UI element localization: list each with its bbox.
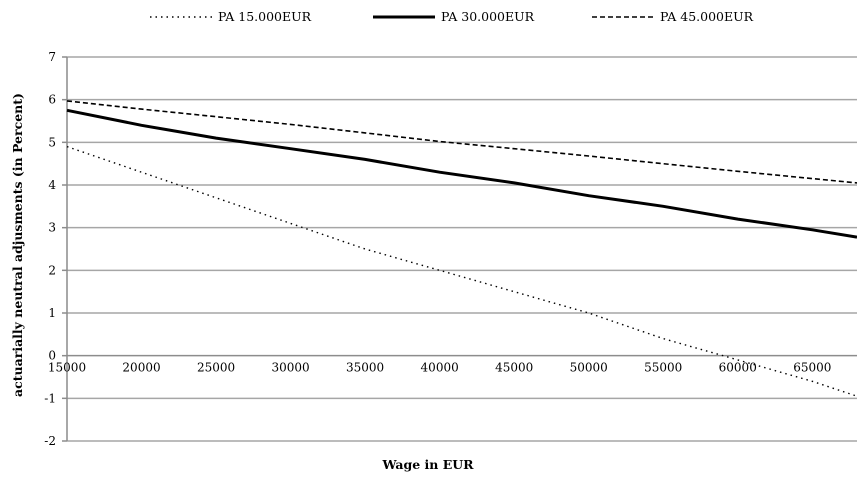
y-tick-label: 4 bbox=[48, 178, 56, 192]
series-line-dotted bbox=[66, 145, 857, 397]
y-axis-title: actuarially neutral adjusments (in Perce… bbox=[10, 93, 25, 397]
x-tick-label: 40000 bbox=[421, 361, 459, 375]
y-tick-label: 6 bbox=[48, 93, 56, 107]
series-line-dashed bbox=[66, 100, 857, 184]
legend: PA 15.000EUR PA 30.000EUR PA 45.000EUR bbox=[150, 9, 754, 24]
y-tick-label: 5 bbox=[48, 135, 56, 149]
y-tick-label: 0 bbox=[48, 349, 56, 363]
x-tick-label: 60000 bbox=[719, 361, 757, 375]
tick-labels: -2 -1 0 1 2 3 4 5 6 7 15000 20000 25000 30000 35000 400… bbox=[44, 50, 831, 448]
x-tick-label: 30000 bbox=[271, 361, 309, 375]
y-tick-label: 3 bbox=[48, 221, 56, 235]
x-tick-label: 15000 bbox=[48, 361, 86, 375]
x-tick-label: 55000 bbox=[644, 361, 682, 375]
y-tick-label: -1 bbox=[44, 391, 56, 405]
series-group bbox=[66, 100, 857, 397]
x-tick-label: 50000 bbox=[570, 361, 608, 375]
y-tick-label: 7 bbox=[48, 50, 56, 64]
legend-label: PA 45.000EUR bbox=[660, 9, 754, 24]
x-tick-label: 65000 bbox=[793, 361, 831, 375]
series-line-solid bbox=[66, 108, 857, 239]
gridlines bbox=[67, 56, 857, 442]
x-tick-label: 25000 bbox=[197, 361, 235, 375]
x-axis-title: Wage in EUR bbox=[381, 457, 474, 472]
axes bbox=[62, 56, 857, 442]
x-tick-label: 35000 bbox=[346, 361, 384, 375]
x-tick-label: 45000 bbox=[495, 361, 533, 375]
legend-label: PA 30.000EUR bbox=[441, 9, 535, 24]
y-tick-label: 1 bbox=[48, 306, 56, 320]
y-tick-label: -2 bbox=[44, 434, 56, 448]
legend-label: PA 15.000EUR bbox=[218, 9, 312, 24]
y-tick-label: 2 bbox=[48, 263, 56, 277]
x-tick-label: 20000 bbox=[122, 361, 160, 375]
